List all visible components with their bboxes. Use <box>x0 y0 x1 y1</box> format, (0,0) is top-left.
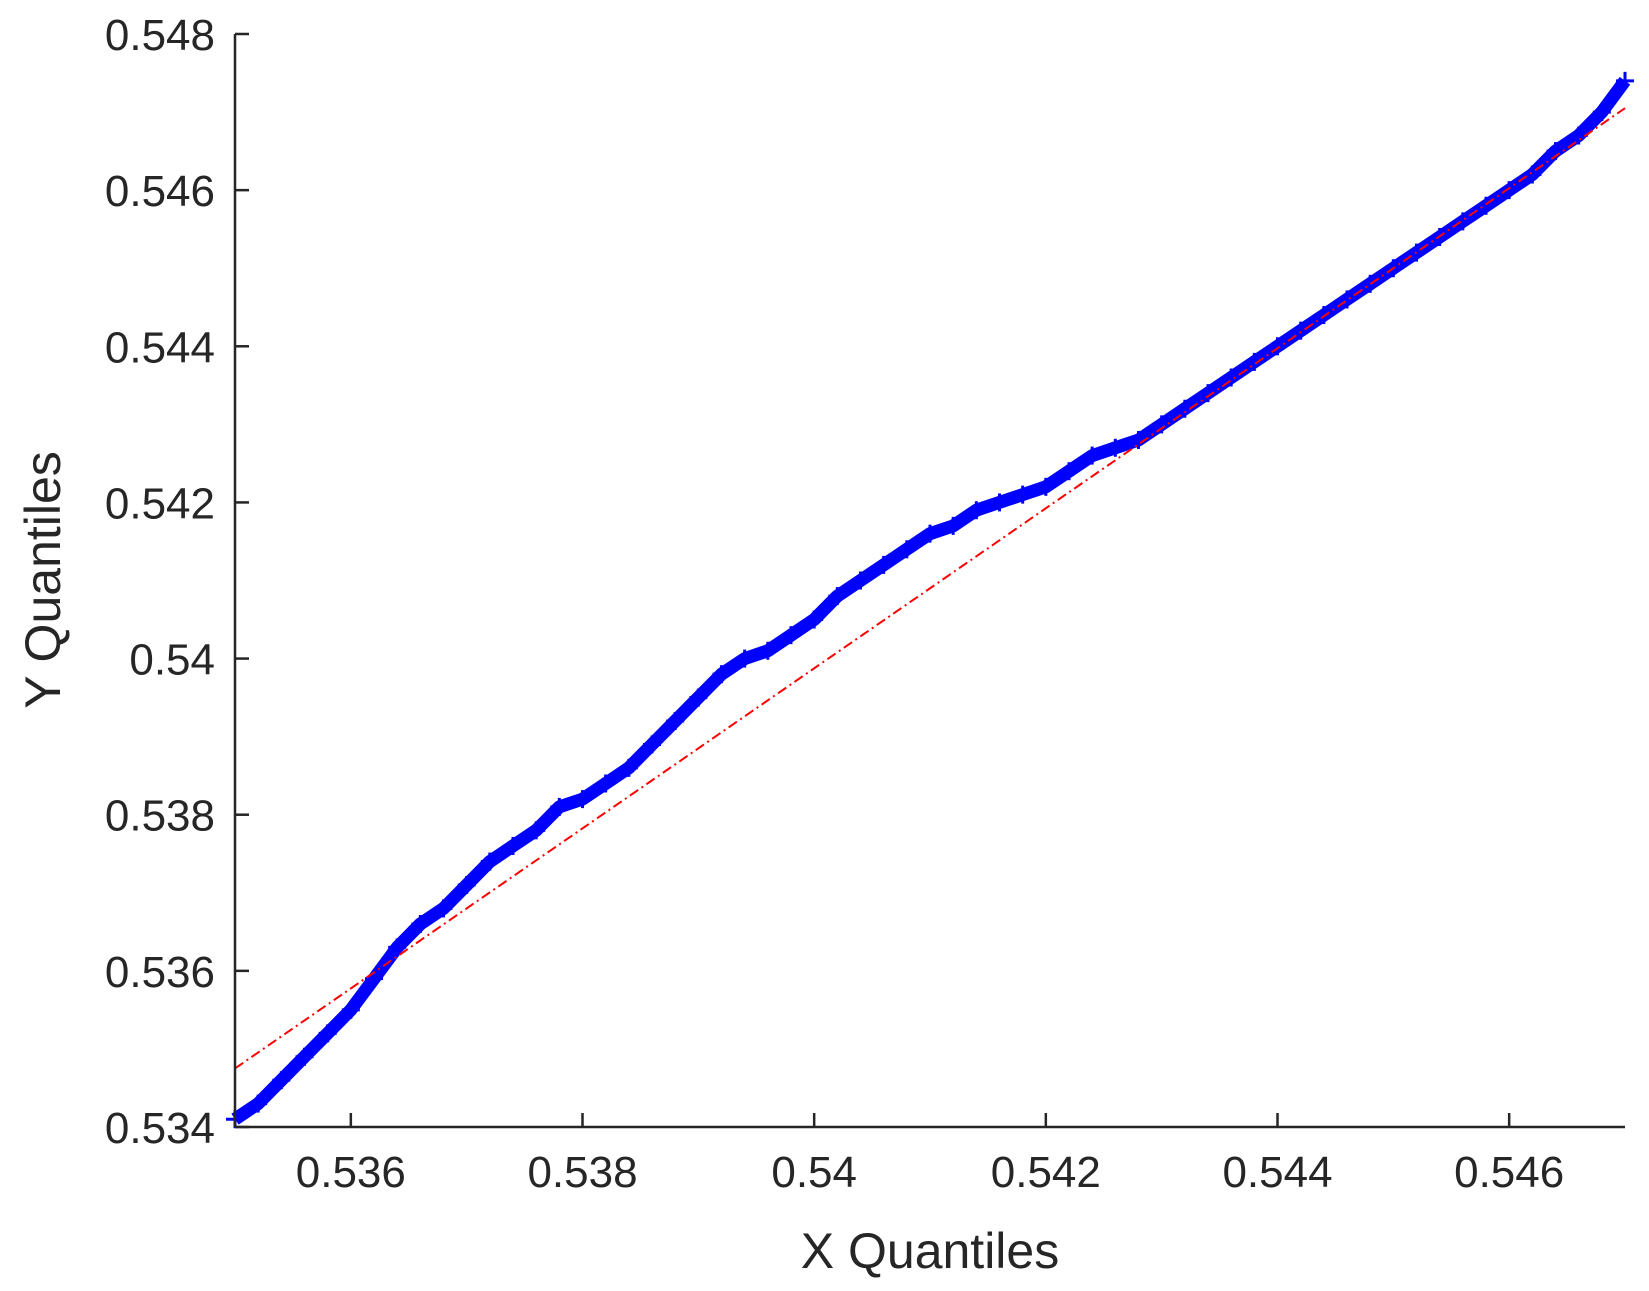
data-point <box>619 758 638 777</box>
data-point <box>897 540 916 559</box>
data-point <box>712 665 731 684</box>
data-point <box>1268 337 1287 356</box>
x-tick-label: 0.536 <box>296 1148 406 1197</box>
data-point <box>643 735 661 754</box>
data-point <box>388 938 407 957</box>
reference-line-layer <box>234 107 1626 1070</box>
x-tick-label: 0.538 <box>527 1148 637 1197</box>
data-point <box>851 571 870 590</box>
data-point <box>874 555 893 574</box>
reference-line <box>234 107 1626 1070</box>
axes <box>233 34 1625 1129</box>
data-point <box>527 821 546 840</box>
data-point <box>1338 290 1356 309</box>
data-points <box>226 71 1634 1129</box>
data-point <box>1523 165 1542 184</box>
data-point <box>295 1047 314 1066</box>
data-point <box>666 712 685 731</box>
data-point <box>1245 352 1264 371</box>
y-tick-label: 0.542 <box>105 479 215 528</box>
y-tick-label: 0.544 <box>105 323 215 372</box>
data-point <box>1152 415 1171 434</box>
data-point <box>1222 368 1241 387</box>
data-point <box>341 1000 360 1019</box>
data-point <box>249 1094 268 1113</box>
data-point <box>272 1071 291 1090</box>
y-ticks: 0.534 0.536 0.538 0.54 0.542 0.544 0.546 0.548 <box>105 11 249 1153</box>
x-axis-label: X Quantiles <box>801 1223 1059 1279</box>
y-tick-label: 0.538 <box>105 792 215 841</box>
data-point <box>944 516 963 535</box>
data-point <box>689 688 708 707</box>
y-axis-label: Y Quantiles <box>15 451 71 709</box>
data-point <box>1616 71 1634 90</box>
data-point <box>1013 485 1032 504</box>
data-point <box>967 501 986 520</box>
y-tick-label: 0.54 <box>129 636 215 685</box>
data-point <box>1083 446 1102 465</box>
data-point <box>1291 321 1310 340</box>
data-point <box>596 774 615 793</box>
data-point <box>573 790 592 809</box>
data-point <box>434 899 453 918</box>
data-point <box>735 649 754 668</box>
data-point <box>1477 196 1495 215</box>
x-tick-label: 0.546 <box>1454 1148 1564 1197</box>
x-ticks: 0.536 0.538 0.54 0.542 0.544 0.546 <box>296 1113 1564 1197</box>
y-tick-label: 0.546 <box>105 167 215 216</box>
data-point <box>1500 181 1519 200</box>
x-tick-label: 0.542 <box>991 1148 1101 1197</box>
data-point <box>1106 438 1125 457</box>
data-point <box>1036 477 1055 496</box>
points-band <box>231 76 1631 1125</box>
data-point <box>782 626 800 645</box>
y-tick-label: 0.548 <box>105 11 215 60</box>
x-tick-label: 0.54 <box>771 1148 857 1197</box>
data-point <box>550 797 569 816</box>
data-point <box>457 875 476 894</box>
data-point <box>1453 212 1472 231</box>
data-point <box>411 915 430 934</box>
data-point <box>1361 274 1380 293</box>
data-point <box>805 610 824 629</box>
data-point <box>921 524 939 543</box>
data-point <box>480 852 499 871</box>
data-point <box>828 587 847 606</box>
data-point <box>990 493 1009 512</box>
data-point <box>758 641 777 660</box>
data-point <box>1592 103 1611 122</box>
x-tick-label: 0.544 <box>1222 1148 1332 1197</box>
y-tick-label: 0.536 <box>105 948 215 997</box>
data-point <box>1060 462 1078 481</box>
data-point <box>318 1024 337 1043</box>
data-point <box>504 836 522 855</box>
y-tick-label: 0.534 <box>105 1104 215 1153</box>
